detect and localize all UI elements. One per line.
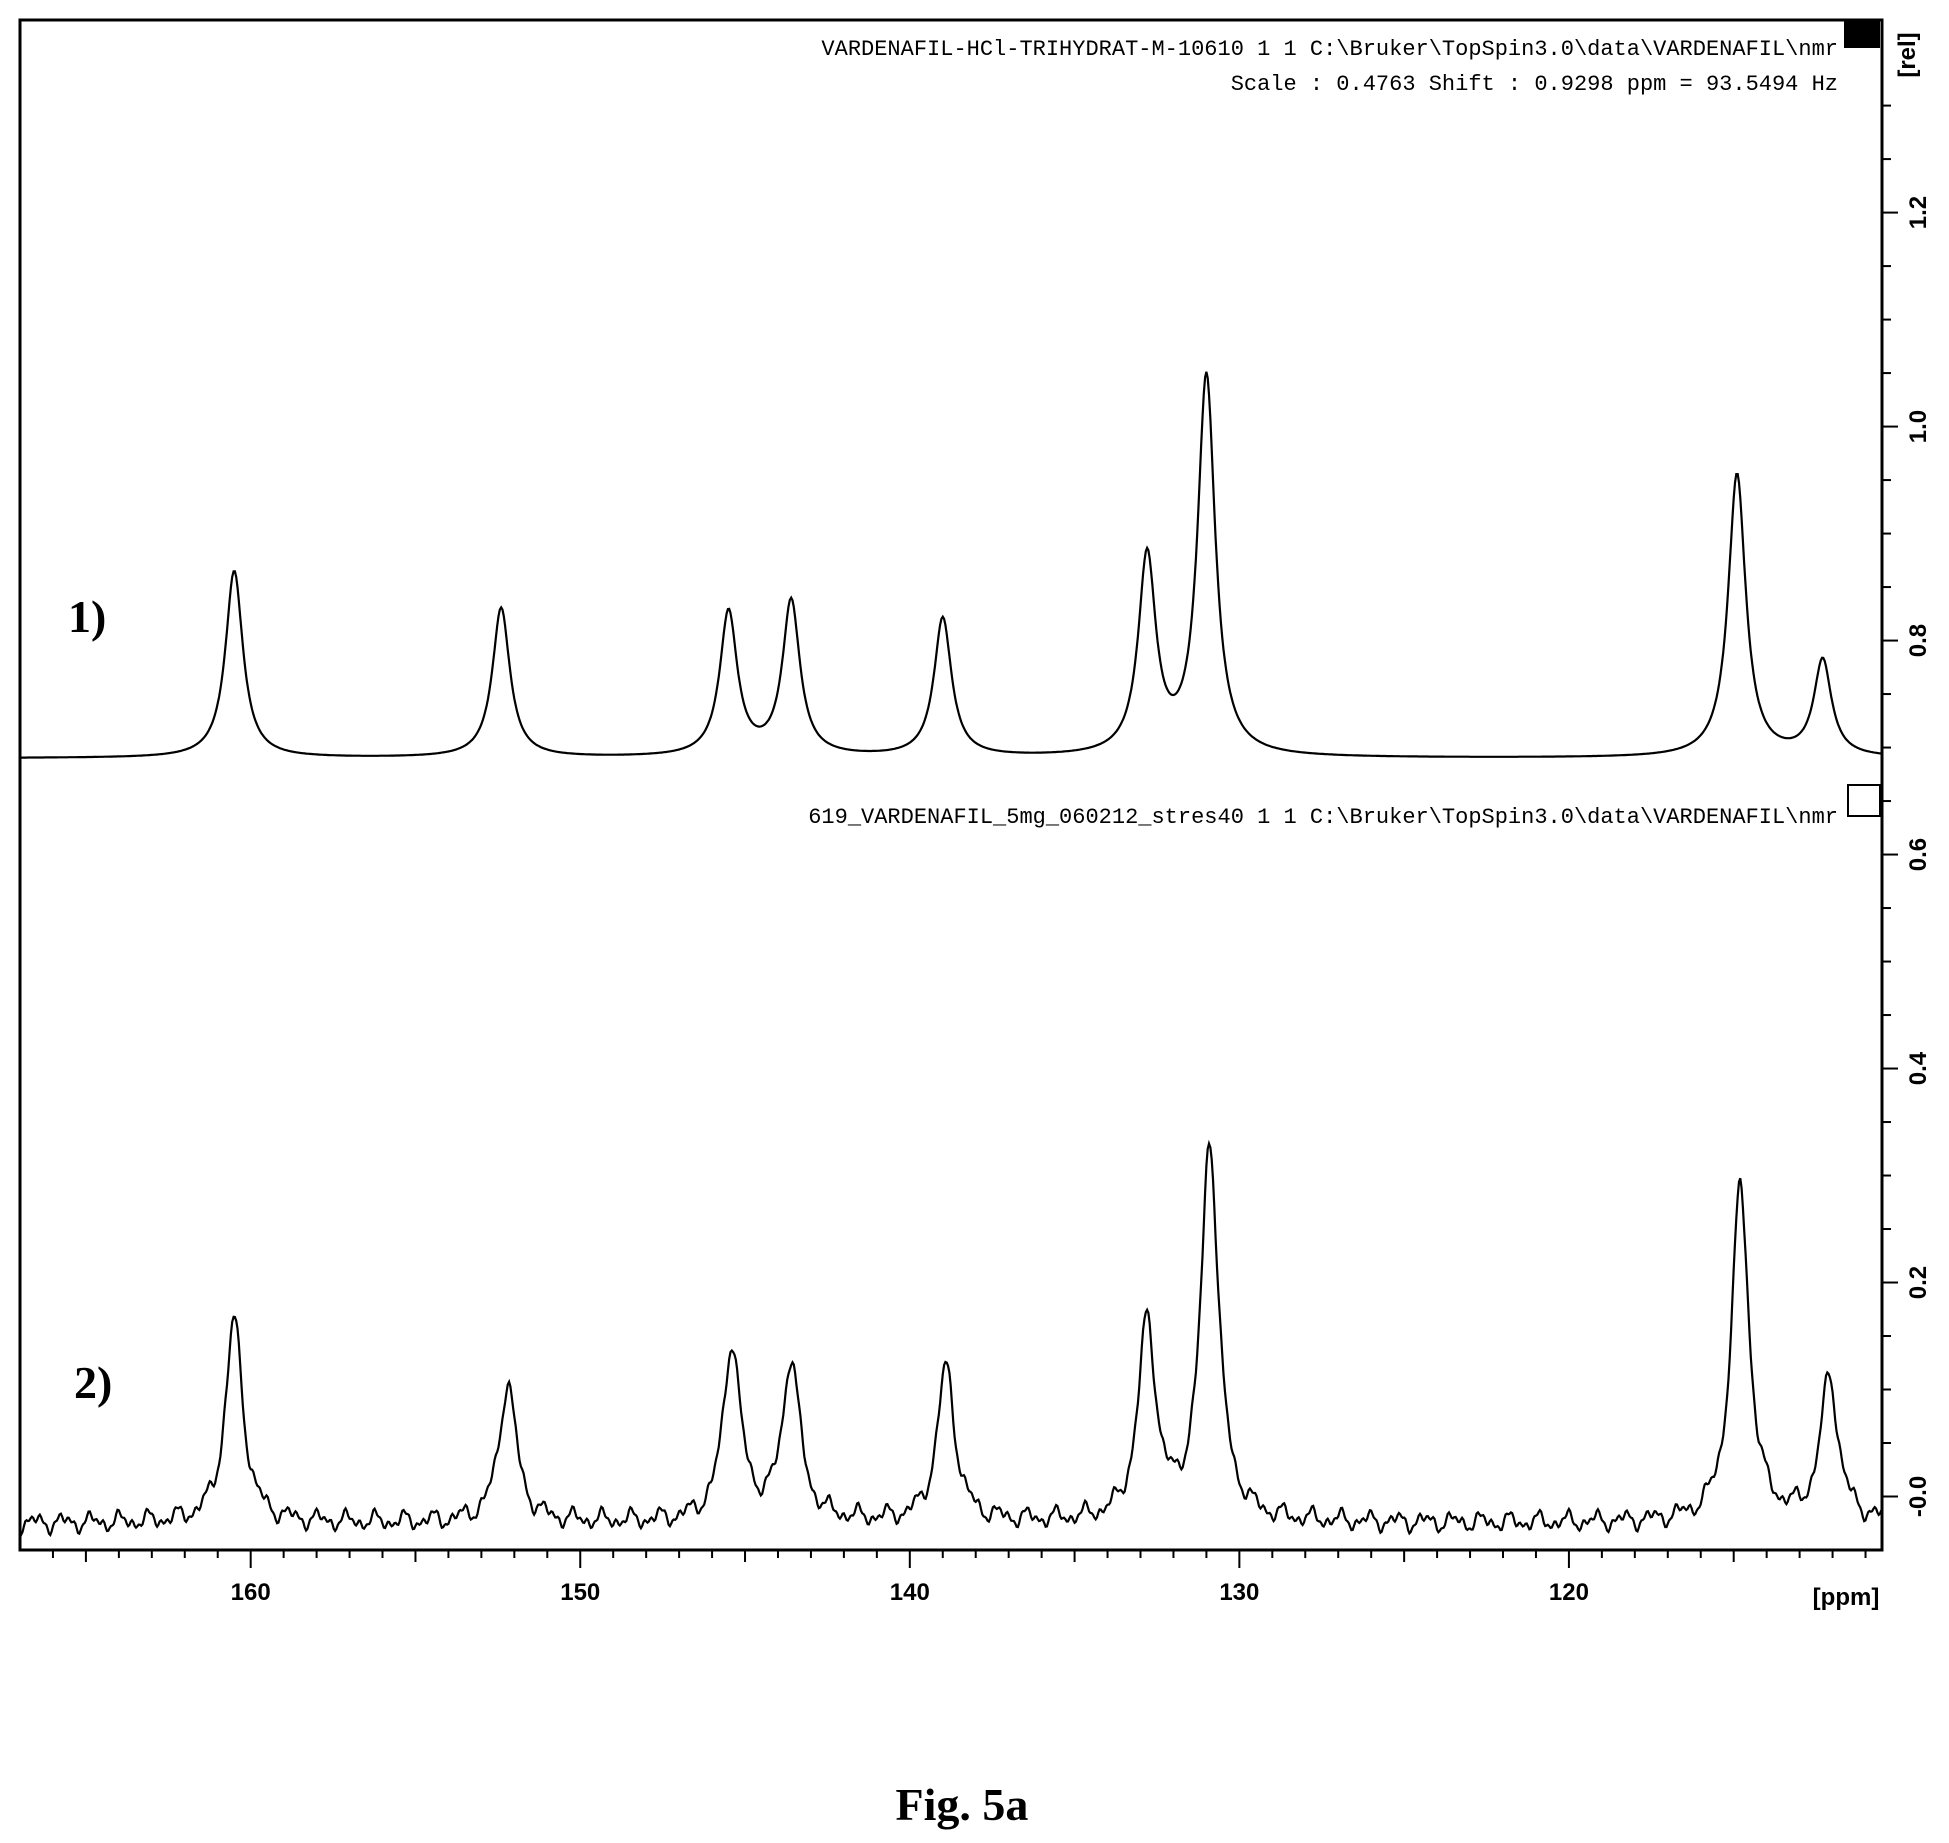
spectrum-1-header-line-1: VARDENAFIL-HCl-TRIHYDRAT-M-10610 1 1 C:\… bbox=[821, 37, 1838, 62]
spectrum-2-label: 2) bbox=[74, 1357, 112, 1408]
x-tick-label: 150 bbox=[560, 1579, 600, 1606]
plot-frame bbox=[18, 18, 1884, 1552]
x-axis-label: [ppm] bbox=[1813, 1584, 1880, 1611]
spectra-layer bbox=[19, 371, 1883, 1537]
y-tick-label: 0.6 bbox=[1905, 838, 1932, 871]
x-tick-label: 160 bbox=[231, 1579, 271, 1606]
spectrum-1-label: 1) bbox=[68, 591, 106, 642]
spectrum-2-trace bbox=[19, 1139, 1883, 1537]
y-tick-label: -0.0 bbox=[1905, 1476, 1932, 1517]
y-tick-label: 1.0 bbox=[1905, 410, 1932, 443]
spectrum-2-color-swatch bbox=[1847, 784, 1881, 817]
spectrum-1-color-swatch bbox=[1844, 20, 1880, 48]
y-axis-ticks: -0.0 0.2 0.4 0.6 0.8 1.0 1.2 bbox=[1882, 104, 1932, 1517]
y-axis-label: [rel] bbox=[1894, 32, 1921, 77]
x-tick-label: 120 bbox=[1549, 1579, 1589, 1606]
y-tick-label: 1.2 bbox=[1905, 196, 1932, 229]
x-tick-label: 140 bbox=[890, 1579, 930, 1606]
y-tick-label: 0.8 bbox=[1905, 624, 1932, 657]
figure-caption: Fig. 5a bbox=[896, 1779, 1029, 1830]
x-tick-label: 130 bbox=[1219, 1579, 1259, 1606]
x-axis-ticks: 160 150 140 130 120 bbox=[51, 1550, 1867, 1606]
y-tick-label: 0.4 bbox=[1905, 1051, 1932, 1085]
spectrum-1-trace bbox=[20, 371, 1882, 759]
y-tick-label: 0.2 bbox=[1905, 1266, 1932, 1299]
spectrum-1-header-line-2: Scale : 0.4763 Shift : 0.9298 ppm = 93.5… bbox=[1231, 72, 1838, 97]
spectrum-2-header-line-1: 619_VARDENAFIL_5mg_060212_stres40 1 1 C:… bbox=[808, 805, 1838, 830]
